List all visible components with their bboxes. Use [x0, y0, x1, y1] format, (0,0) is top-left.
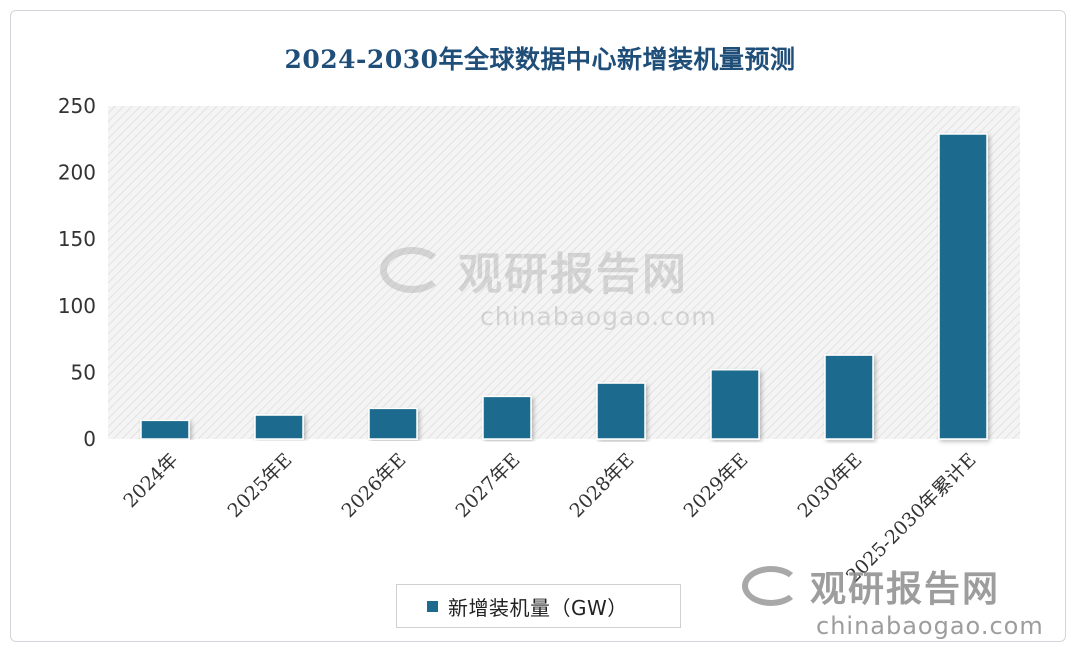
bar — [368, 407, 418, 440]
watermark-brand: 观研报告网 — [458, 249, 688, 300]
x-tick-label: 2030年E — [794, 449, 867, 522]
bar — [254, 414, 304, 440]
y-tick-label: 200 — [58, 161, 96, 185]
y-tick-label: 50 — [71, 360, 96, 384]
x-tick-label: 2024年 — [119, 449, 182, 512]
bar — [140, 419, 190, 440]
watermark-logo-icon — [380, 247, 444, 293]
bar — [938, 133, 988, 440]
x-tick-label: 2029年E — [680, 449, 753, 522]
y-tick-label: 0 — [83, 427, 96, 451]
x-tick-label: 2028年E — [566, 449, 639, 522]
watermark-corner-logo-icon — [742, 566, 800, 606]
legend-swatch — [427, 600, 438, 612]
watermark-corner-url: chinabaogao.com — [816, 612, 1044, 640]
y-tick-label: 100 — [58, 294, 96, 318]
bar — [596, 382, 646, 440]
x-tick-label: 2027年E — [452, 449, 525, 522]
watermark-url: chinabaogao.com — [480, 302, 717, 331]
watermark-corner: 观研报告网 chinabaogao.com — [742, 560, 1044, 640]
bar — [824, 354, 874, 440]
legend-label: 新增装机量（GW） — [448, 595, 628, 620]
y-tick-label: 250 — [58, 94, 96, 118]
bar — [710, 368, 760, 440]
x-tick-label: 2026年E — [338, 449, 411, 522]
bar — [482, 395, 532, 440]
chart-title: 2024-2030年全球数据中心新增装机量预测 — [284, 45, 796, 74]
x-tick-label: 2025年E — [224, 449, 297, 522]
legend: 新增装机量（GW） — [396, 584, 681, 628]
watermark-center: 观研报告网 chinabaogao.com — [380, 238, 717, 331]
y-tick-label: 150 — [58, 227, 96, 251]
watermark-corner-brand: 观研报告网 — [810, 569, 1001, 610]
